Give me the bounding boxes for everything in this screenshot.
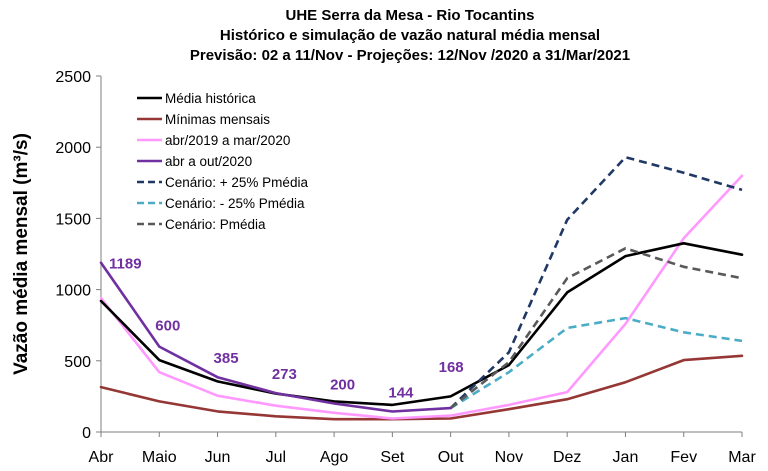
data-label: 600	[155, 318, 180, 335]
x-tick-label: Dez	[553, 449, 581, 466]
x-axis: Abr Maio Jun Jul Ago Set Out Nov Dez Jan Fev Mar	[89, 431, 756, 466]
y-tick-label: 500	[64, 354, 91, 371]
x-tick-label: Jan	[613, 449, 639, 466]
legend: Média histórica Mínimas mensais abr/2019 a…	[137, 91, 308, 232]
legend-label: Mínimas mensais	[165, 112, 270, 127]
x-tick-label: Jul	[266, 449, 286, 466]
series-line	[99, 261, 452, 413]
y-axis: 0 500 1000 1500 2000 2500 Vazão média mensal (…	[11, 69, 102, 442]
x-tick-label: Abr	[89, 449, 115, 466]
series-lines	[99, 155, 744, 421]
x-tick-label: Set	[380, 449, 405, 466]
series-line	[449, 155, 743, 410]
x-tick-label: Out	[438, 449, 464, 466]
x-tick-label: Ago	[320, 449, 349, 466]
legend-label: Cenário: Pmédia	[165, 217, 266, 232]
y-tick-label: 2000	[55, 140, 91, 157]
legend-label: Média histórica	[165, 91, 256, 106]
y-tick-label: 2500	[55, 69, 91, 86]
data-label: 168	[439, 359, 464, 376]
x-tick-label: Jun	[205, 449, 231, 466]
chart-title: UHE Serra da Mesa - Rio Tocantins Históri…	[190, 7, 630, 64]
title-line-2: Histórico e simulação de vazão natural m…	[220, 27, 600, 44]
data-label: 1189	[109, 256, 142, 273]
series-line	[99, 242, 744, 407]
data-label: 144	[388, 384, 414, 401]
legend-label: abr/2019 a mar/2020	[165, 133, 290, 148]
series-line	[99, 354, 744, 421]
x-tick-label: Fev	[670, 449, 697, 466]
legend-label: Cenário: + 25% Pmédia	[165, 175, 308, 190]
data-label: 273	[272, 366, 297, 383]
y-axis-label: Vazão média mensal (m³/s)	[11, 133, 32, 375]
series-line	[449, 316, 743, 410]
series-line	[99, 174, 744, 420]
y-tick-label: 1000	[55, 283, 91, 300]
data-label: 385	[214, 350, 239, 367]
legend-label: abr a out/2020	[165, 154, 252, 169]
title-line-1: UHE Serra da Mesa - Rio Tocantins	[286, 7, 535, 24]
legend-label: Cenário: - 25% Pmédia	[165, 196, 305, 211]
x-tick-label: Mar	[728, 449, 756, 466]
x-tick-label: Nov	[495, 449, 523, 466]
x-tick-label: Maio	[142, 449, 177, 466]
y-tick-label: 1500	[55, 211, 91, 228]
data-label: 200	[330, 377, 355, 394]
title-line-3: Previsão: 02 a 11/Nov - Projeções: 12/No…	[190, 47, 630, 64]
data-labels: 1189 600 385 273 200 144 168	[109, 256, 464, 402]
y-tick-label: 0	[82, 425, 91, 442]
series-line	[449, 247, 743, 410]
